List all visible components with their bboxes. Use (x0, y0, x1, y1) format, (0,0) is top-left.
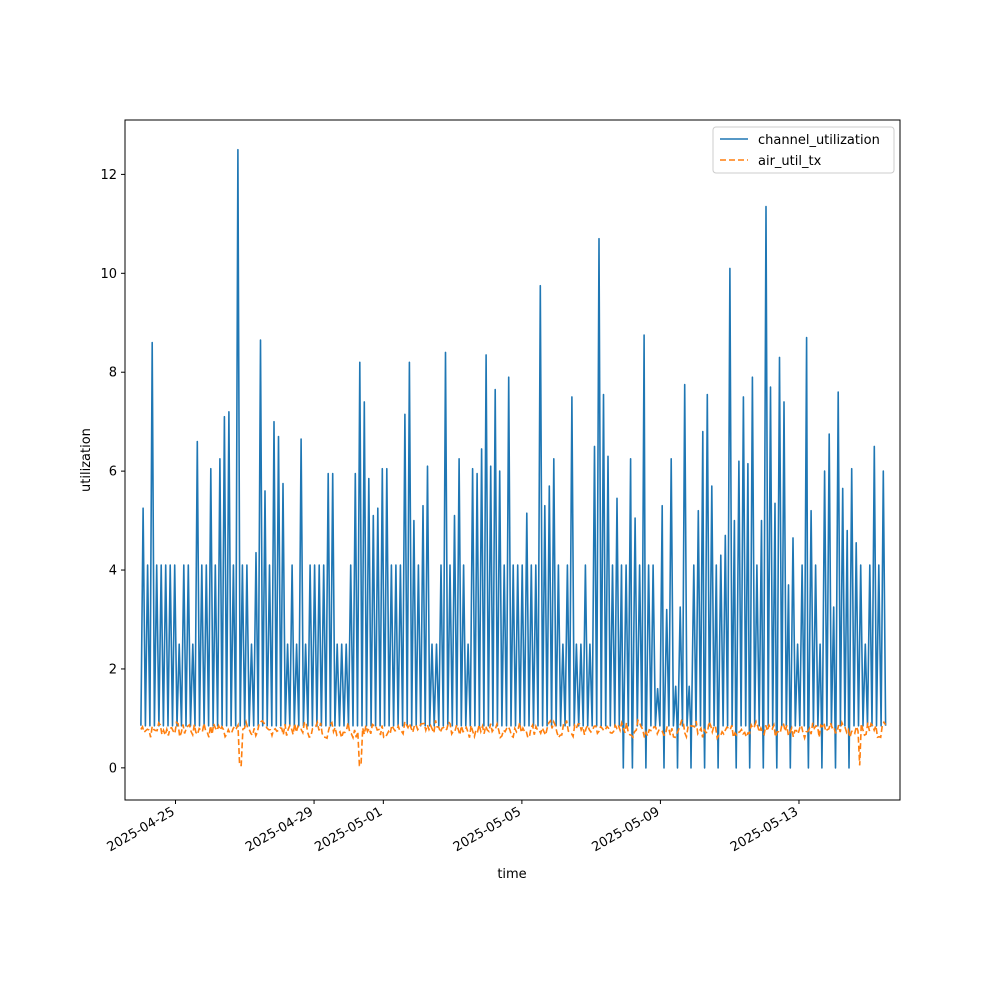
y-tick-label: 8 (109, 366, 117, 381)
x-axis-title: time (497, 867, 526, 882)
y-axis: 0 2 4 6 8 10 12 (100, 168, 125, 776)
y-tick-label: 4 (109, 564, 117, 579)
y-tick-label: 0 (109, 761, 117, 776)
y-tick-label: 2 (109, 662, 117, 677)
legend-box (712, 126, 895, 174)
y-tick-label: 10 (100, 267, 117, 282)
y-tick-label: 6 (109, 465, 117, 480)
y-tick-label: 12 (100, 168, 117, 183)
series-line-air-util-tx (140, 718, 887, 767)
legend: channel_utilization air_util_tx (712, 126, 895, 174)
plot-frame (124, 119, 901, 801)
plot-area (140, 148, 887, 769)
y-axis-title: utilization (79, 428, 94, 492)
legend-label-air-util-tx: air_util_tx (758, 154, 822, 169)
legend-label-channel-utilization: channel_utilization (758, 133, 880, 148)
